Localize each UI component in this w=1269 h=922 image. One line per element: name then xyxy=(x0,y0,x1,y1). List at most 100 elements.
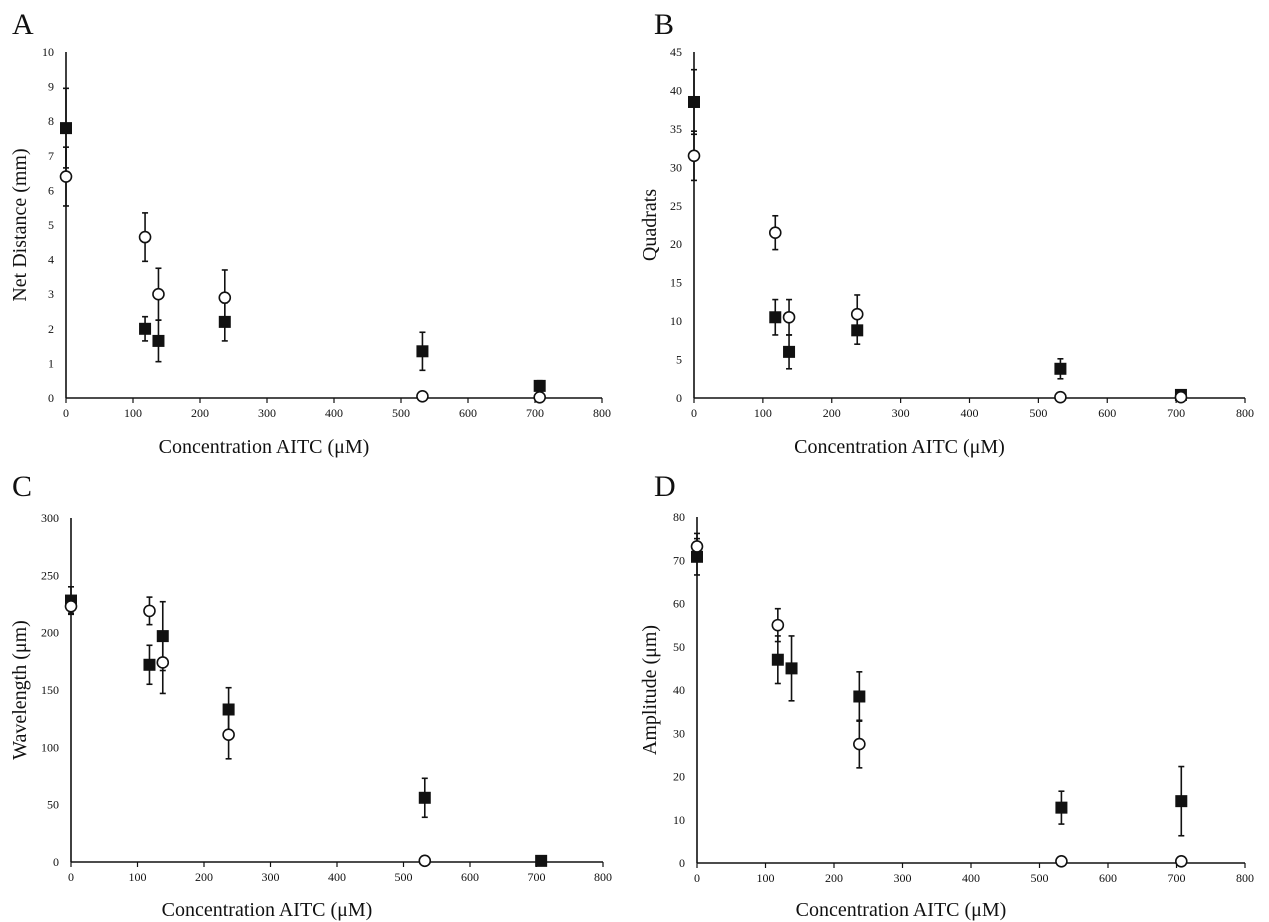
x-axis-title: Concentration AITC (μM) xyxy=(794,436,1005,458)
panel-c: C 0 100 200 300 400 500 600 700 800 0 50 100 150 200 25… xyxy=(0,461,634,922)
x-tick-label: 200 xyxy=(195,870,213,884)
circle-point xyxy=(853,737,866,751)
y-tick-label: 200 xyxy=(41,626,59,640)
y-tick-label: 2 xyxy=(48,322,54,336)
y-tick-label: 7 xyxy=(48,149,54,163)
circle-point xyxy=(771,618,785,632)
x-tick-label: 0 xyxy=(68,870,74,884)
circle-point xyxy=(59,170,73,183)
panel-b: B 0 100 200 300 400 500 600 700 800 0 5 10 15 20 25 30 35… xyxy=(634,0,1269,461)
x-tick-label: 700 xyxy=(528,870,546,884)
circle-point xyxy=(222,728,235,742)
square-point xyxy=(533,379,546,392)
x-tick-label: 0 xyxy=(63,406,69,420)
x-tick-label: 100 xyxy=(757,871,775,885)
circle-point xyxy=(850,307,864,321)
x-tick-label: 600 xyxy=(1098,406,1116,420)
y-tick-label: 30 xyxy=(670,160,682,174)
x-tick-label: 700 xyxy=(526,406,544,420)
x-tick-label: 200 xyxy=(191,406,209,420)
square-point xyxy=(1054,362,1067,375)
x-tick-label: 700 xyxy=(1168,871,1186,885)
y-tick-label: 70 xyxy=(673,553,685,567)
x-tick-label: 500 xyxy=(1029,406,1047,420)
x-tick-label: 800 xyxy=(1236,406,1254,420)
y-tick-label: 1 xyxy=(48,356,54,370)
y-tick-label: 0 xyxy=(676,391,682,405)
panel-d: D 0 100 200 300 400 500 600 700 800 0 10 20 30 40 50 60 7… xyxy=(634,461,1269,922)
circle-point xyxy=(64,599,78,613)
circle-point xyxy=(416,389,429,403)
y-tick-label: 60 xyxy=(673,597,685,611)
panel-label: A xyxy=(12,8,34,41)
y-tick-label: 25 xyxy=(670,199,682,213)
x-tick-label: 600 xyxy=(1099,871,1117,885)
square-point xyxy=(535,854,548,867)
chart-d: D 0 100 200 300 400 500 600 700 800 0 10 20 30 40 50 60 7… xyxy=(639,470,1254,921)
square-point xyxy=(418,791,431,804)
y-tick-label: 35 xyxy=(670,122,682,136)
panel-a: A 0 100 200 300 400 500 600 700 800 0 1 2 3 4 5 6 7 8 9 10 Co… xyxy=(0,0,634,461)
circle-point xyxy=(1174,390,1188,404)
square-point xyxy=(143,658,156,671)
x-tick-label: 600 xyxy=(459,406,477,420)
y-tick-label: 250 xyxy=(41,568,59,582)
panel-label: B xyxy=(654,8,674,41)
circle-point xyxy=(152,287,165,301)
x-tick-label: 300 xyxy=(892,406,910,420)
x-tick-label: 200 xyxy=(825,871,843,885)
x-tick-label: 0 xyxy=(691,406,697,420)
y-tick-label: 0 xyxy=(53,855,59,869)
square-point xyxy=(152,334,165,347)
x-tick-label: 100 xyxy=(124,406,142,420)
x-tick-label: 400 xyxy=(962,871,980,885)
y-axis-title: Amplitude (μm) xyxy=(639,625,661,755)
circle-point xyxy=(156,656,170,669)
y-axis-title: Net Distance (mm) xyxy=(9,148,31,301)
square-point xyxy=(769,311,782,324)
square-point xyxy=(1175,795,1188,808)
square-point xyxy=(853,690,866,703)
x-tick-label: 100 xyxy=(129,870,147,884)
y-tick-label: 50 xyxy=(673,640,685,654)
y-tick-label: 10 xyxy=(670,314,682,328)
x-tick-label: 400 xyxy=(325,406,343,420)
y-tick-label: 40 xyxy=(673,683,685,697)
x-tick-label: 800 xyxy=(1236,871,1254,885)
square-point xyxy=(783,345,796,358)
y-tick-label: 20 xyxy=(673,770,685,784)
x-tick-label: 500 xyxy=(392,406,410,420)
x-tick-label: 0 xyxy=(694,871,700,885)
x-tick-label: 200 xyxy=(823,406,841,420)
circle-point xyxy=(687,149,701,163)
chart-a: A 0 100 200 300 400 500 600 700 800 0 1 2 3 4 5 6 7 8 9 10 Co… xyxy=(9,8,611,458)
y-tick-label: 50 xyxy=(47,798,59,812)
square-point xyxy=(1055,801,1068,814)
circle-point xyxy=(1054,390,1067,404)
y-tick-label: 8 xyxy=(48,114,54,128)
circle-point xyxy=(1055,854,1068,868)
y-tick-label: 0 xyxy=(679,856,685,870)
square-point xyxy=(785,662,798,675)
square-point xyxy=(222,703,235,716)
circle-point xyxy=(218,291,232,304)
x-tick-label: 600 xyxy=(461,870,479,884)
x-tick-label: 500 xyxy=(1031,871,1049,885)
x-tick-label: 300 xyxy=(262,870,280,884)
y-tick-label: 150 xyxy=(41,683,59,697)
y-axis-title: Wavelength (μm) xyxy=(9,620,31,760)
chart-b: B 0 100 200 300 400 500 600 700 800 0 5 10 15 20 25 30 35… xyxy=(639,8,1254,458)
circle-point xyxy=(1174,854,1188,868)
y-tick-label: 6 xyxy=(48,183,54,197)
square-point xyxy=(416,345,429,358)
circle-point xyxy=(768,226,782,239)
square-point xyxy=(771,653,784,666)
circle-point xyxy=(418,854,432,868)
x-tick-label: 400 xyxy=(961,406,979,420)
x-axis-title: Concentration AITC (μM) xyxy=(159,436,370,458)
square-point xyxy=(139,322,152,335)
y-tick-label: 9 xyxy=(48,80,54,94)
y-tick-label: 80 xyxy=(673,510,685,524)
chart-c: C 0 100 200 300 400 500 600 700 800 0 50 100 150 200 25… xyxy=(9,470,612,921)
x-tick-label: 700 xyxy=(1167,406,1185,420)
